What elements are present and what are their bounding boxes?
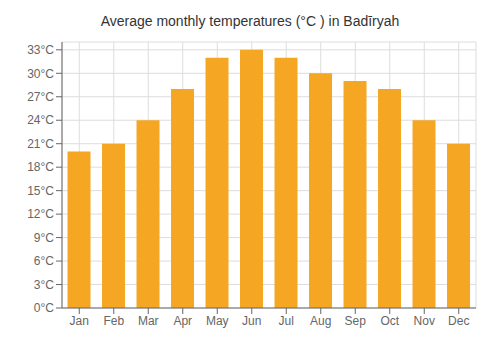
svg-text:33°C: 33°C — [27, 43, 54, 57]
svg-text:3°C: 3°C — [34, 278, 54, 292]
svg-text:Jun: Jun — [242, 314, 261, 328]
svg-text:Aug: Aug — [310, 314, 331, 328]
svg-text:Apr: Apr — [173, 314, 192, 328]
svg-text:Mar: Mar — [138, 314, 159, 328]
svg-text:Jul: Jul — [279, 314, 294, 328]
svg-text:15°C: 15°C — [27, 184, 54, 198]
svg-text:Jan: Jan — [70, 314, 89, 328]
svg-text:12°C: 12°C — [27, 207, 54, 221]
svg-text:18°C: 18°C — [27, 160, 54, 174]
svg-text:24°C: 24°C — [27, 113, 54, 127]
svg-text:Feb: Feb — [103, 314, 124, 328]
svg-text:21°C: 21°C — [27, 137, 54, 151]
svg-text:30°C: 30°C — [27, 67, 54, 81]
svg-text:0°C: 0°C — [34, 301, 54, 315]
svg-text:27°C: 27°C — [27, 90, 54, 104]
svg-text:Dec: Dec — [448, 314, 469, 328]
svg-text:May: May — [206, 314, 229, 328]
html-text:Average monthly temperatures (: Average monthly temperatures (°C ) in Ba… — [100, 13, 400, 29]
svg-text:Sep: Sep — [345, 314, 367, 328]
svg-text:9°C: 9°C — [34, 231, 54, 245]
svg-text:6°C: 6°C — [34, 254, 54, 268]
svg-text:Oct: Oct — [380, 314, 399, 328]
svg-text:Nov: Nov — [414, 314, 435, 328]
